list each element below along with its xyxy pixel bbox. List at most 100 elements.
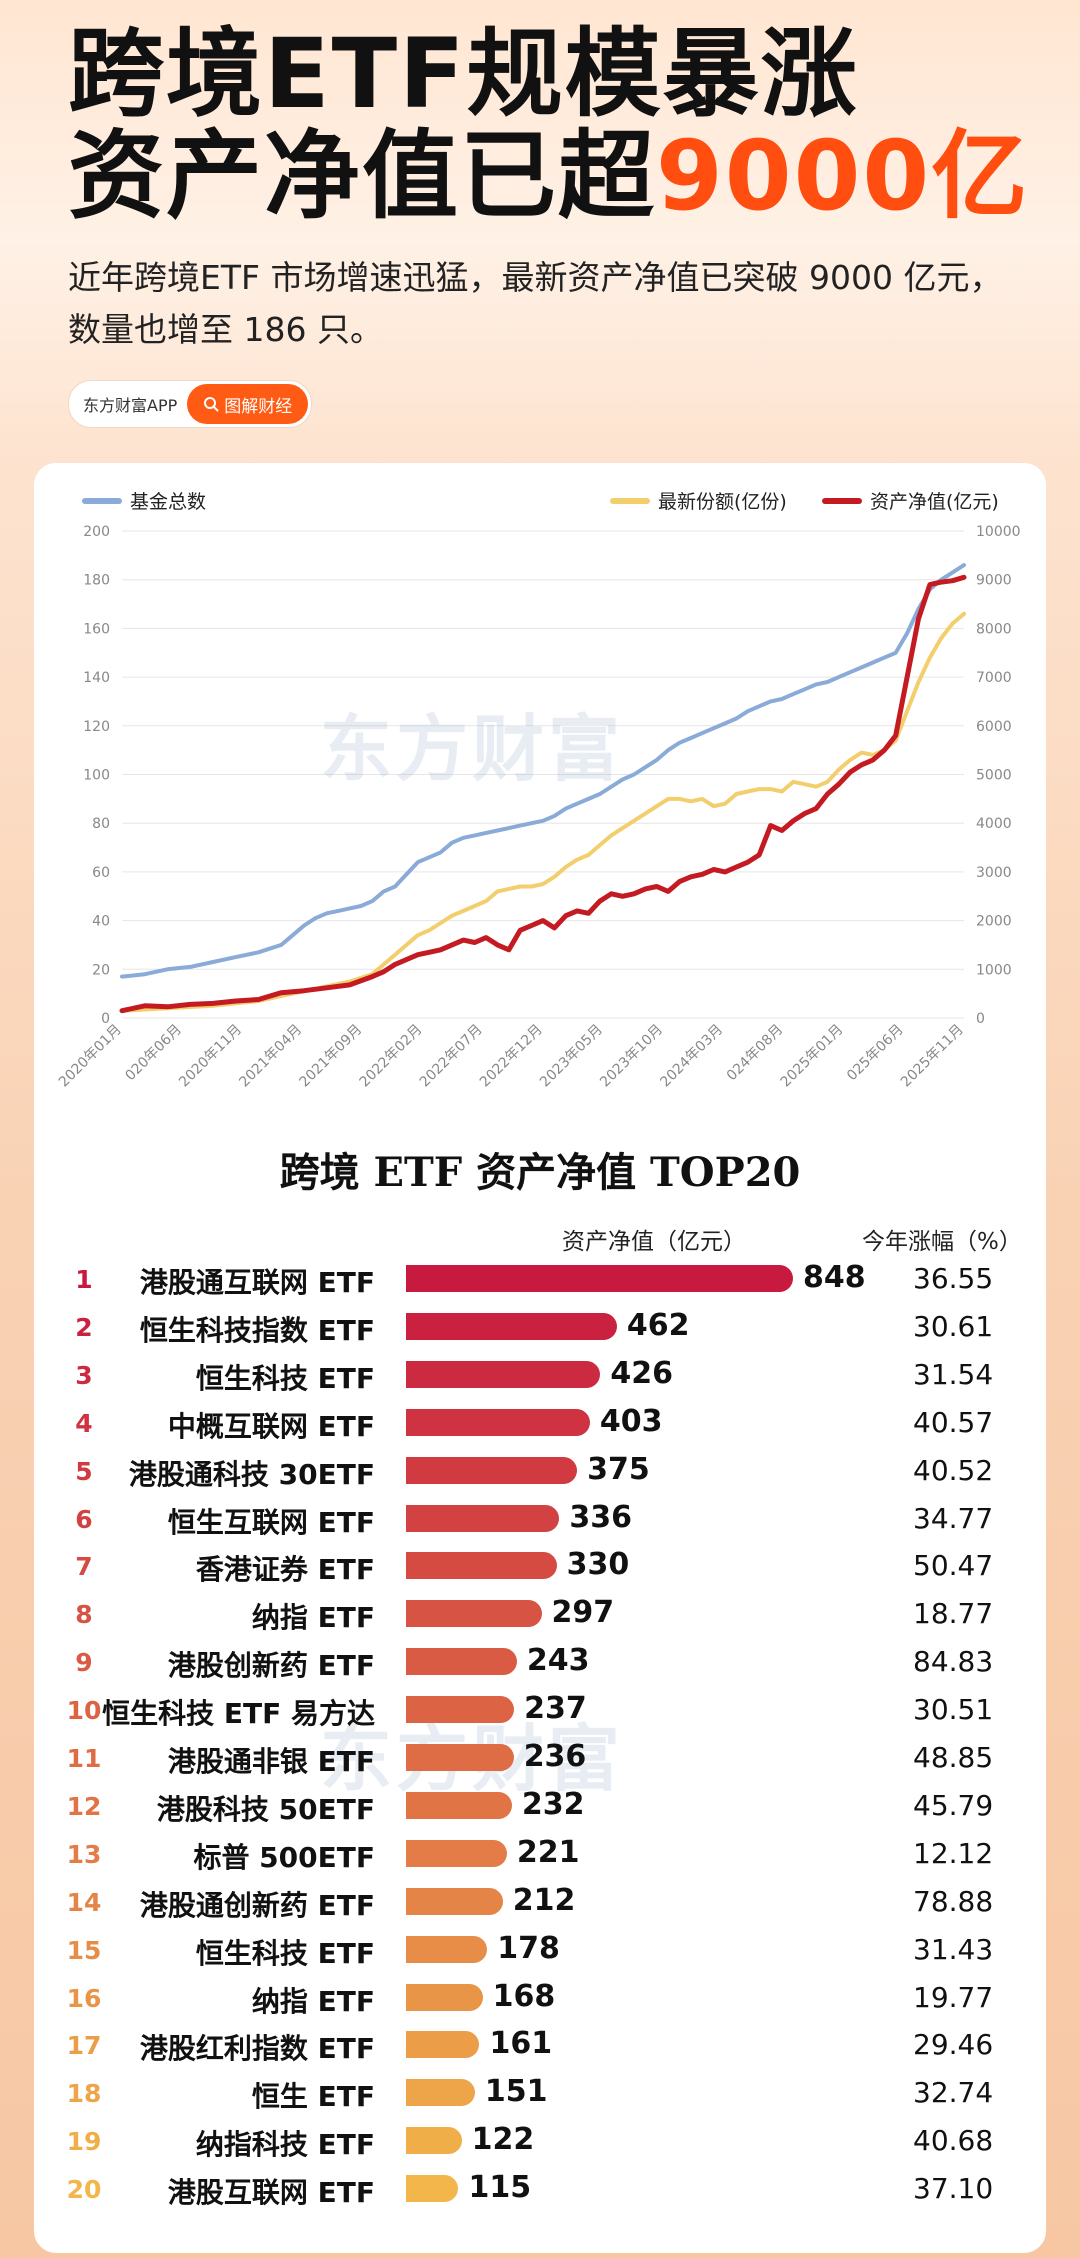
rank-number: 11: [66, 1744, 102, 1773]
table-row: 1 港股通互联网 ETF 848 36.55: [0, 1255, 1080, 1303]
etf-name: 纳指 ETF: [251, 1984, 375, 2018]
nav-value: 161: [489, 2026, 553, 2062]
rank-number: 4: [75, 1408, 93, 1438]
x-tick-label: 2022年07月: [417, 1022, 486, 1091]
nav-bar: [406, 1839, 507, 1867]
y-left-tick-label: 200: [83, 524, 110, 540]
rank-number: 1: [75, 1265, 93, 1294]
nav-bar: [406, 1600, 542, 1628]
table-row: 7 香港证券 ETF 330 50.47: [0, 1542, 1080, 1590]
etf-name: 港股通创新药 ETF: [139, 1888, 375, 1922]
etf-name: 港股互联网 ETF: [167, 2176, 375, 2210]
column-header-nav: 资产净值（亿元）: [562, 1229, 746, 1255]
etf-name: 恒生科技 ETF: [195, 1936, 375, 1970]
y-right-tick-label: 1000: [976, 962, 1012, 978]
nav-bar: [406, 1696, 515, 1724]
rank-number: 7: [75, 1552, 93, 1582]
legend-swatch-shares: [610, 497, 650, 504]
x-tick-label: 2025年11月: [898, 1022, 967, 1091]
nav-value: 221: [516, 1834, 580, 1870]
nav-bar: [406, 1744, 514, 1771]
x-tick-label: 2024年03月: [657, 1022, 726, 1091]
ytd-change: 48.85: [913, 1741, 994, 1774]
nav-bar: [406, 2079, 475, 2107]
rank-number: 14: [66, 1887, 102, 1917]
y-left-tick-label: 80: [92, 816, 110, 832]
table-row: 9 港股创新药 ETF 243 84.83: [0, 1638, 1080, 1686]
legend-swatch-fund-count: [82, 497, 122, 504]
ytd-change: 30.51: [913, 1693, 994, 1727]
x-tick-label: 2020年01月: [56, 1022, 125, 1091]
nav-bar: [406, 1312, 617, 1340]
nav-bar: [406, 1552, 557, 1580]
y-left-tick-label: 40: [92, 914, 110, 930]
table-row: 12 港股科技 50ETF 232 45.79: [0, 1782, 1080, 1830]
nav-bar: [406, 1504, 560, 1532]
top20-title: 跨境 ETF 资产净值 TOP20: [279, 1149, 801, 1196]
table-row: 14 港股通创新药 ETF 212 78.88: [0, 1878, 1080, 1926]
legend-fund-count: 基金总数: [82, 487, 206, 514]
nav-bar: [406, 2031, 480, 2059]
rank-number: 12: [66, 1791, 102, 1821]
ytd-change: 45.79: [913, 1788, 994, 1822]
title-line2-prefix: 资产净值已超: [68, 120, 656, 232]
etf-name: 港股红利指数 ETF: [139, 2032, 375, 2066]
rank-number: 18: [66, 2079, 102, 2109]
rank-number: 15: [66, 1935, 102, 1965]
ytd-change: 32.74: [913, 2076, 994, 2110]
nav-bar: [406, 1935, 488, 1963]
ytd-change: 40.68: [913, 2124, 994, 2158]
x-tick-label: 2021年09月: [296, 1022, 365, 1091]
line-chart: 0204060801001201401601802000100020003000…: [56, 524, 1021, 1091]
table-row: 16 纳指 ETF 168 19.77: [0, 1974, 1080, 2022]
table-row: 5 港股通科技 30ETF 375 40.52: [0, 1447, 1080, 1495]
etf-name: 港股通非银 ETF: [167, 1745, 375, 1778]
y-right-tick-label: 9000: [976, 573, 1012, 589]
ytd-change: 31.43: [913, 1932, 994, 1966]
nav-bar: [406, 2127, 462, 2155]
x-tick-label: 025年06月: [844, 1022, 907, 1085]
rank-number: 20: [66, 2175, 102, 2205]
nav-value: 122: [471, 2122, 535, 2158]
table-row: 13 标普 500ETF 221 12.12: [0, 1830, 1080, 1878]
etf-name: 恒生科技指数 ETF: [139, 1313, 375, 1347]
etf-name: 中概互联网 ETF: [167, 1409, 375, 1443]
chart-card: 0 20 40 60 80 100 120 140 160 180 200 0 1000 2000 3000…: [34, 463, 1046, 2253]
legend-label-fund-count: 基金总数: [130, 491, 207, 513]
nav-value: 237: [524, 1691, 587, 1727]
x-tick-label: 2022年12月: [477, 1022, 546, 1091]
nav-bar: [406, 1791, 512, 1819]
source-pill[interactable]: 东方财富APP 图解财经: [68, 380, 313, 428]
page-title-line1: 跨境ETF规模暴涨: [68, 18, 859, 130]
legend-nav: 资产净值(亿元): [822, 487, 999, 514]
y-right-tick-label: 6000: [976, 719, 1012, 735]
y-left-tick-label: 100: [83, 768, 110, 784]
table-row: 2 恒生科技指数 ETF 462 30.61: [0, 1303, 1080, 1351]
title-highlight: 9000亿: [656, 120, 1030, 232]
x-tick-label: 2025年01月: [778, 1022, 847, 1091]
rank-number: 5: [75, 1456, 93, 1486]
etf-name: 纳指科技 ETF: [195, 2128, 375, 2162]
series-line: [120, 611, 966, 1013]
series-line: [119, 574, 967, 1014]
ytd-change: 84.83: [913, 1645, 994, 1679]
ytd-change: 30.61: [913, 1309, 994, 1343]
table-row: 15 恒生科技 ETF 178 31.43: [0, 1926, 1080, 1974]
x-tick-label: 2023年10月: [597, 1022, 666, 1091]
nav-value: 151: [484, 2074, 548, 2110]
nav-bar: [406, 1408, 590, 1436]
rank-number: 17: [66, 2031, 102, 2061]
source-tag[interactable]: 图解财经: [187, 384, 309, 424]
ytd-change: 29.46: [913, 2028, 994, 2062]
y-left-tick-label: 20: [92, 962, 110, 978]
y-left-tick-label: 180: [83, 573, 110, 589]
x-tick-label: 2020年11月: [176, 1022, 245, 1091]
etf-name: 纳指 ETF: [251, 1601, 375, 1635]
ytd-change: 19.77: [913, 1980, 994, 2014]
etf-name: 恒生 ETF: [251, 2080, 375, 2114]
legend-label-nav: 资产净值(亿元): [870, 491, 999, 513]
nav-bar: [406, 1265, 793, 1292]
rank-number: 19: [66, 2127, 102, 2157]
etf-name: 港股通科技 30ETF: [128, 1457, 375, 1491]
etf-name: 标普 500ETF: [193, 1840, 375, 1874]
